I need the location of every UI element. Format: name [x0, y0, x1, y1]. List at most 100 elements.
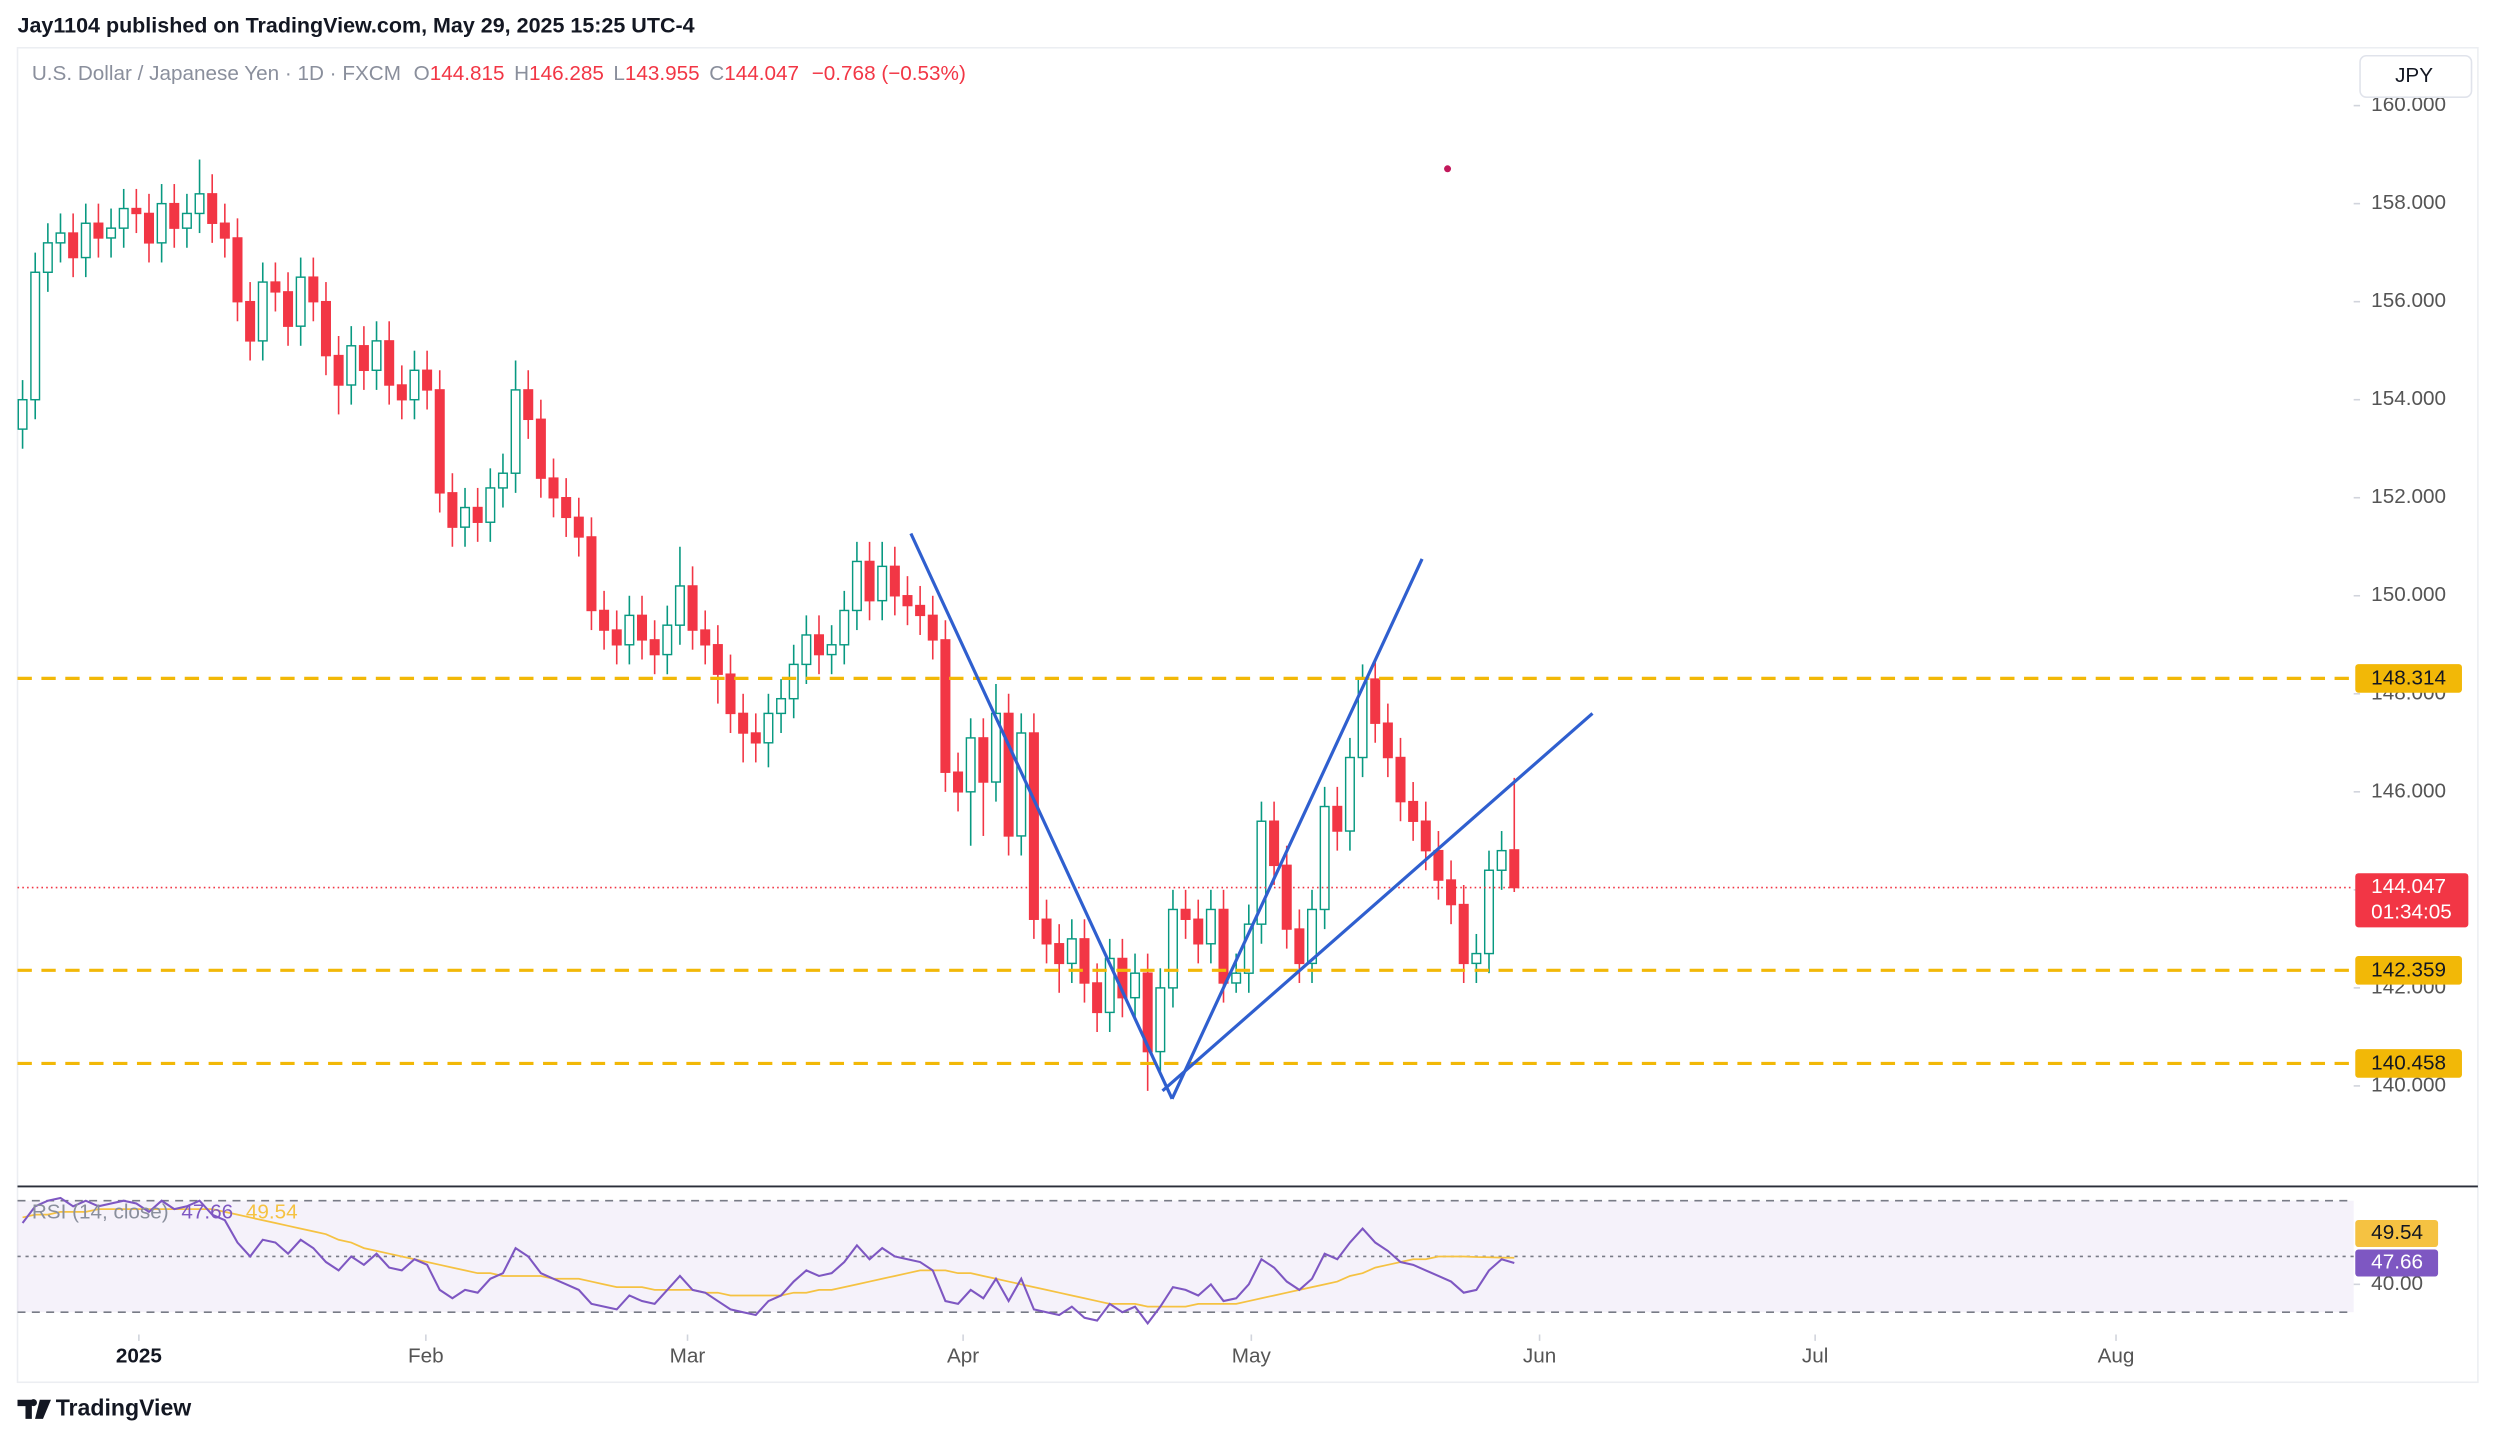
- legend-high: 146.285: [529, 62, 604, 85]
- candle-body: [30, 271, 41, 401]
- last-price-label: 144.047: [2371, 875, 2446, 898]
- candle-body: [396, 384, 407, 401]
- candle-body: [485, 487, 496, 523]
- candle-body: [17, 398, 28, 430]
- rsi-badge-label: 47.66: [2371, 1250, 2423, 1273]
- last-price-badge: [2355, 873, 2469, 928]
- level-label: 142.359: [2371, 959, 2446, 982]
- symbol-legend: U.S. Dollar / Japanese Yen · 1D · FXCM O1…: [32, 62, 966, 85]
- candle-body: [333, 354, 344, 386]
- candle-body: [472, 506, 483, 523]
- level-label: 140.458: [2371, 1052, 2446, 1075]
- candle-body: [1294, 928, 1305, 965]
- x-tick-label: Feb: [408, 1344, 444, 1367]
- candle-body: [320, 300, 331, 357]
- candle-body: [295, 276, 306, 327]
- candle-body: [232, 237, 243, 303]
- candle-body: [1433, 849, 1444, 881]
- candle-body: [940, 639, 951, 773]
- y-tick-label: 150.000: [2371, 583, 2446, 606]
- candle-body: [93, 222, 104, 239]
- candle-body: [1382, 722, 1393, 759]
- candle-body: [889, 565, 900, 597]
- currency-button[interactable]: [2359, 54, 2473, 98]
- candle-body: [902, 595, 913, 607]
- candle-body: [1193, 918, 1204, 945]
- legend-close: 144.047: [724, 62, 799, 85]
- candle-body: [839, 609, 850, 646]
- candle-body: [1408, 800, 1419, 822]
- candle-body: [1218, 908, 1229, 984]
- candle-body: [283, 291, 294, 327]
- candle-body: [1269, 820, 1280, 867]
- candle-body: [776, 697, 787, 715]
- candle-body: [1509, 849, 1520, 889]
- candle-body: [384, 340, 395, 386]
- candle-body: [447, 492, 458, 528]
- rsi-ma-badge: [2355, 1219, 2439, 1248]
- trendline: [909, 532, 1174, 1100]
- candle-body: [245, 300, 256, 342]
- candle-body: [649, 639, 660, 656]
- candle-body: [1370, 678, 1381, 724]
- rsi-ma-value: 49.54: [246, 1201, 298, 1224]
- candle-body: [826, 644, 837, 656]
- x-tick-label: May: [1232, 1344, 1272, 1367]
- candle-body: [460, 506, 471, 528]
- candle-body: [1041, 918, 1052, 945]
- symbol-title: U.S. Dollar / Japanese Yen · 1D · FXCM: [32, 62, 401, 85]
- candle-body: [978, 737, 989, 783]
- candle-body: [1180, 908, 1191, 920]
- candle-body: [851, 560, 862, 612]
- candle-body: [611, 629, 622, 646]
- candle-body: [42, 242, 53, 273]
- legend-key: H: [514, 62, 529, 85]
- candle-body: [1205, 908, 1216, 945]
- candle-body: [573, 516, 584, 538]
- candle-body: [1066, 938, 1077, 965]
- plot-layer: 140.000142.000144.000146.000148.000150.0…: [17, 93, 2469, 1367]
- x-tick-label: Mar: [670, 1344, 706, 1367]
- legend-low: 143.955: [625, 62, 700, 85]
- candle-body: [219, 222, 230, 239]
- candle-body: [270, 281, 281, 293]
- legend-open: 144.815: [430, 62, 505, 85]
- currency-label[interactable]: JPY: [2395, 64, 2433, 87]
- x-tick-label: Jun: [1523, 1344, 1556, 1367]
- candle-body: [80, 222, 91, 259]
- candle-body: [358, 345, 369, 372]
- candle-body: [535, 418, 546, 479]
- candle-body: [207, 193, 218, 224]
- candle-body: [308, 276, 319, 303]
- candle-body: [1344, 756, 1355, 832]
- candle-body: [1155, 987, 1166, 1053]
- candle-body: [55, 232, 66, 244]
- candle-body: [194, 193, 205, 215]
- candle-body: [434, 389, 445, 494]
- candle-body: [1104, 957, 1115, 1014]
- candle-body: [1446, 879, 1457, 906]
- candle-body: [915, 604, 926, 617]
- candle-body: [1496, 849, 1507, 871]
- candle-body: [1471, 952, 1482, 965]
- rsi-legend: RSI (14, close) 47.66 49.54: [32, 1201, 298, 1224]
- candle-body: [877, 565, 888, 602]
- candle-body: [750, 732, 761, 744]
- candle-body: [118, 207, 129, 229]
- brand-name: TradingView: [56, 1394, 192, 1420]
- y-tick-label: 140.000: [2371, 1073, 2446, 1096]
- x-tick-label: 2025: [116, 1344, 162, 1367]
- candle-body: [1256, 820, 1267, 925]
- candle-body: [712, 644, 723, 675]
- candle-body: [927, 614, 938, 641]
- y-tick-label: 152.000: [2371, 485, 2446, 508]
- y-tick-label: 158.000: [2371, 191, 2446, 214]
- candle-body: [371, 340, 382, 372]
- candle-body: [422, 369, 433, 391]
- countdown-label: 01:34:05: [2371, 900, 2452, 923]
- candle-body: [1028, 732, 1039, 920]
- y-tick-label: 154.000: [2371, 387, 2446, 410]
- candle-body: [409, 369, 420, 401]
